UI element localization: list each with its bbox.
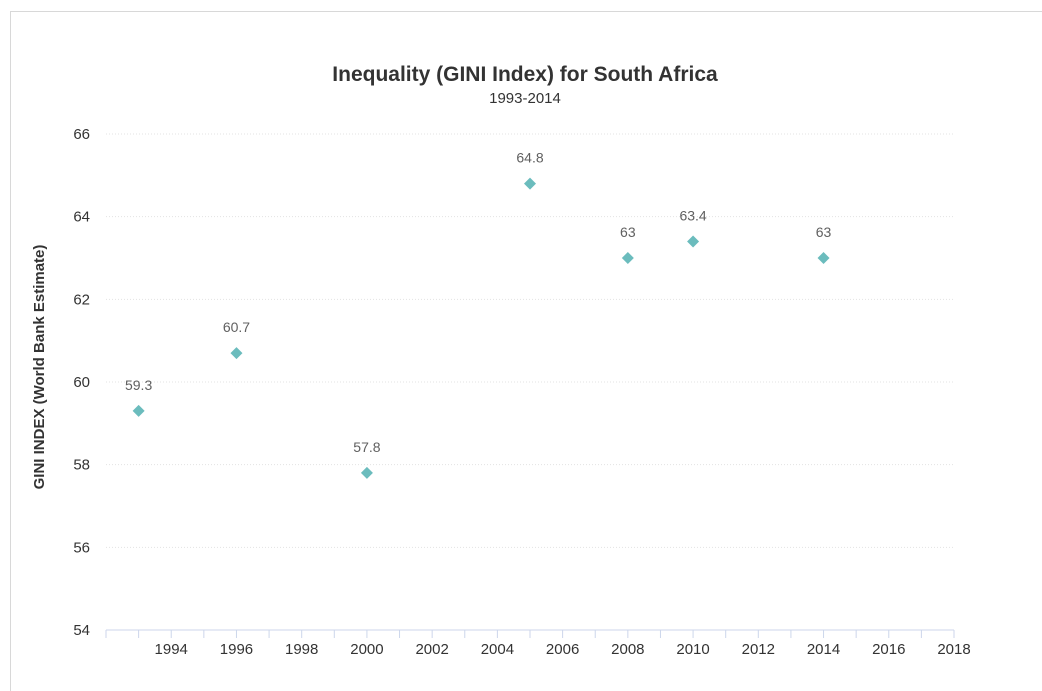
y-tick-label: 64 xyxy=(73,209,90,226)
data-point-2000[interactable] xyxy=(360,466,373,479)
data-points xyxy=(132,177,830,479)
x-axis: 1994 1996 1998 2000 2002 2004 2006 2008 2010 2012… xyxy=(105,629,971,658)
y-axis-ticks: 54 56 58 60 62 64 66 xyxy=(73,126,90,639)
y-tick-label: 66 xyxy=(73,126,90,143)
x-tick-label: 1994 xyxy=(155,641,188,658)
data-label-2008: 63 xyxy=(620,224,636,240)
scatter-chart: Inequality (GINI Index) for South Africa… xyxy=(31,63,971,658)
x-tick-label: 1996 xyxy=(220,641,253,658)
x-tick-label: 2002 xyxy=(415,641,448,658)
data-label-2005: 64.8 xyxy=(516,150,543,166)
data-point-1996[interactable] xyxy=(230,347,243,360)
y-tick-label: 60 xyxy=(73,374,90,391)
data-point-2010[interactable] xyxy=(687,235,700,248)
data-point-2014[interactable] xyxy=(817,252,830,264)
y-tick-label: 62 xyxy=(73,291,90,308)
data-label-2014: 63 xyxy=(816,224,832,240)
x-tick-label: 2016 xyxy=(872,641,905,658)
chart-container xyxy=(10,11,1042,691)
y-tick-label: 54 xyxy=(73,622,90,639)
data-point-2005[interactable] xyxy=(524,177,536,190)
data-point-2008[interactable] xyxy=(621,252,634,264)
x-tick-label: 2010 xyxy=(676,641,709,658)
y-axis-label: GINI INDEX (World Bank Estimate) xyxy=(31,245,48,490)
x-tick-label: 1998 xyxy=(285,641,318,658)
data-label-2000: 57.8 xyxy=(353,439,380,455)
x-tick-label: 2012 xyxy=(742,641,775,658)
x-tick-label: 2006 xyxy=(546,641,579,658)
data-label-1996: 60.7 xyxy=(223,319,250,335)
grid-lines xyxy=(106,133,954,548)
data-labels: 59.3 60.7 57.8 64.8 63 63.4 63 xyxy=(125,150,832,455)
x-tick-label: 2018 xyxy=(937,641,970,658)
chart-subtitle: 1993-2014 xyxy=(489,90,561,107)
data-label-2010: 63.4 xyxy=(679,207,706,223)
data-point-1993[interactable] xyxy=(132,404,145,417)
x-tick-label: 2004 xyxy=(481,641,514,658)
x-tick-label: 2014 xyxy=(807,641,840,658)
y-tick-label: 58 xyxy=(73,457,90,474)
y-tick-label: 56 xyxy=(73,539,90,556)
x-tick-label: 2008 xyxy=(611,641,644,658)
x-tick-label: 2000 xyxy=(350,641,383,658)
data-label-1993: 59.3 xyxy=(125,377,152,393)
chart-title: Inequality (GINI Index) for South Africa xyxy=(332,63,718,86)
